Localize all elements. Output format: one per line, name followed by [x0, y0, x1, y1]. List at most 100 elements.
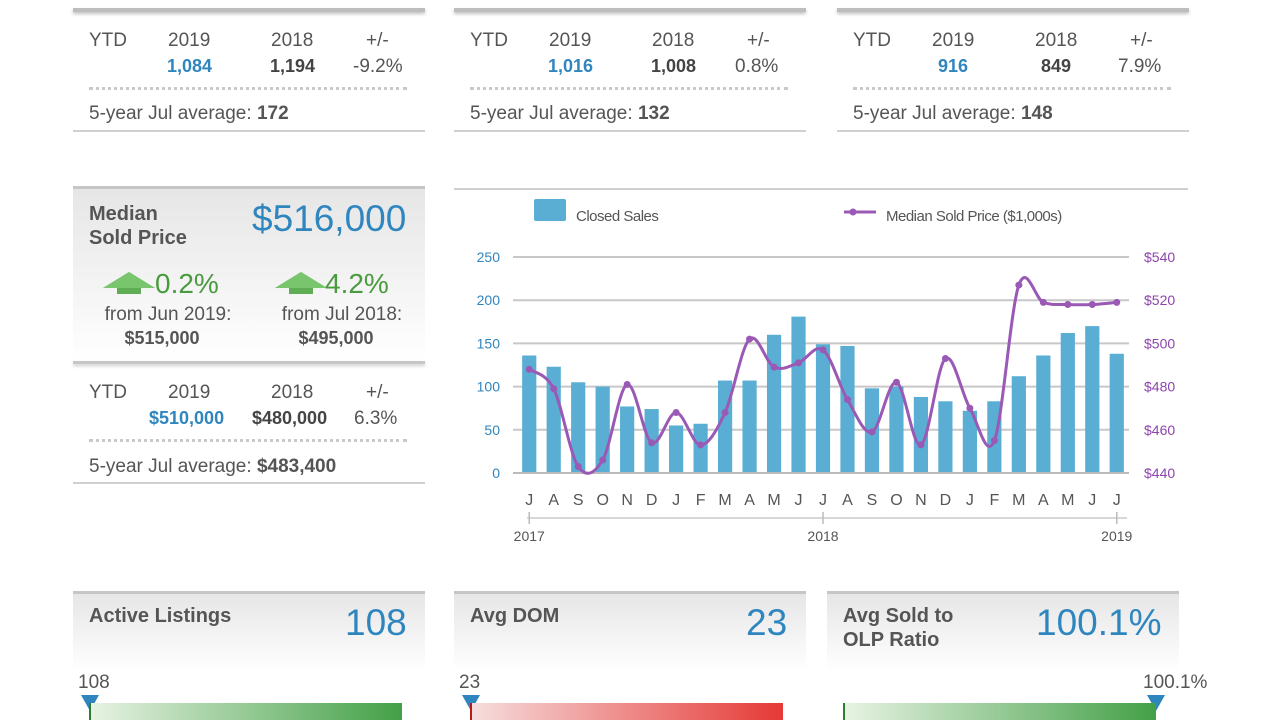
x-tick-label: N	[915, 492, 927, 509]
bar-closed-sales	[1011, 376, 1026, 473]
x-tick-label: N	[621, 492, 633, 509]
year-2019-label: 2019	[549, 30, 592, 51]
year-2018-label: 2018	[271, 30, 314, 51]
avg-dom-title: Avg DOM	[470, 605, 560, 627]
year-label: 2019	[1101, 528, 1132, 544]
bar-closed-sales	[571, 382, 586, 473]
bar-closed-sales	[620, 406, 635, 473]
stat-card-2: YTD 2019 2018 +/- 1,016 1,008 0.8% 5-yea…	[454, 0, 806, 135]
x-tick-label: J	[1088, 492, 1096, 509]
sales-price-chart: 0 50 100 150 200 250 $440 $460 $480 $500 $520 $540 J…	[477, 199, 1175, 544]
x-tick-label: O	[596, 492, 608, 509]
x-tick-label: A	[1038, 492, 1049, 509]
avg-dom-gauge-label: 23	[459, 672, 481, 693]
year-2019-label: 2019	[168, 382, 211, 403]
left-axis-tick: 150	[477, 335, 501, 351]
point-median-price	[1113, 298, 1121, 306]
x-tick-label: M	[767, 492, 780, 509]
change-jul-pct: 4.2%	[325, 268, 389, 299]
point-median-price	[917, 441, 925, 449]
bar-closed-sales	[962, 410, 977, 473]
year-2018-label: 2018	[1035, 30, 1078, 51]
active-listings-value: 108	[345, 602, 407, 643]
x-tick-label: M	[718, 492, 731, 509]
value-2019: 916	[938, 56, 969, 76]
point-median-price	[672, 409, 680, 417]
legend-line-label: Median Sold Price ($1,000s)	[886, 208, 1062, 225]
point-median-price	[795, 359, 803, 367]
x-tick-label: D	[646, 492, 658, 509]
legend-line-marker	[849, 208, 857, 216]
bar-closed-sales	[546, 366, 561, 473]
point-median-price	[843, 396, 851, 404]
right-axis-tick: $440	[1144, 465, 1175, 481]
x-tick-label: A	[744, 492, 755, 509]
from-jun-label: from Jun 2019:	[104, 304, 232, 325]
x-tick-label: D	[940, 492, 952, 509]
median-ytd-2018: $480,000	[252, 408, 328, 428]
point-median-price	[1088, 301, 1096, 309]
active-listings-title: Active Listings	[89, 605, 232, 627]
change-value: -9.2%	[353, 56, 403, 77]
active-listings-panel	[73, 591, 425, 671]
change-label: +/-	[1130, 30, 1153, 51]
arrow-up-icon	[103, 272, 155, 294]
bar-closed-sales	[766, 334, 782, 473]
bar-closed-sales	[1085, 326, 1100, 473]
ytd-label: YTD	[853, 30, 891, 51]
point-median-price	[941, 355, 949, 363]
right-axis-tick: $520	[1144, 292, 1175, 308]
bar-closed-sales	[938, 401, 953, 473]
year-2018-label: 2018	[652, 30, 695, 51]
year-label: 2017	[514, 528, 545, 544]
x-tick-label: A	[842, 492, 853, 509]
x-tick-label: F	[696, 492, 706, 509]
x-tick-label: J	[1113, 492, 1121, 509]
point-median-price	[746, 335, 754, 343]
year-2018-label: 2018	[271, 382, 314, 403]
point-median-price	[550, 385, 558, 393]
right-axis-tick: $500	[1144, 335, 1175, 351]
legend-bars-swatch	[534, 199, 566, 221]
avg-dom-panel	[454, 591, 806, 671]
bar-closed-sales	[889, 386, 904, 473]
point-median-price	[1015, 281, 1023, 289]
x-tick-label: A	[548, 492, 559, 509]
bar-closed-sales	[913, 396, 929, 473]
median-value: $516,000	[252, 198, 407, 239]
x-tick-label: J	[795, 492, 803, 509]
sold-olp-panel	[827, 591, 1179, 671]
change-jun-pct: 0.2%	[155, 268, 219, 299]
left-axis-tick: 0	[492, 465, 500, 481]
left-axis-tick: 100	[477, 379, 501, 395]
ytd-label: YTD	[89, 30, 127, 51]
x-tick-label: J	[819, 492, 827, 509]
change-label: +/-	[747, 30, 770, 51]
median-ytd-2019: $510,000	[149, 408, 225, 428]
point-median-price	[819, 346, 827, 354]
ytd-label: YTD	[470, 30, 508, 51]
from-jul-label: from Jul 2018:	[281, 304, 403, 325]
left-axis-tick: 250	[477, 249, 501, 265]
from-jul-value: $495,000	[298, 328, 374, 348]
avg-row: 5-year Jul average: 148	[853, 103, 1053, 124]
avg-row: 5-year Jul average: 132	[470, 103, 670, 124]
x-tick-label: J	[672, 492, 680, 509]
value-2019: 1,016	[548, 56, 594, 76]
right-axis-tick: $480	[1144, 379, 1175, 395]
avg-row: 5-year Jul average: 172	[89, 103, 289, 124]
sold-olp-gauge	[843, 703, 1156, 720]
point-median-price	[623, 380, 631, 388]
bar-closed-sales	[669, 425, 684, 473]
change-label: +/-	[366, 30, 389, 51]
point-median-price	[868, 428, 876, 436]
point-median-price	[966, 404, 974, 412]
stat-card-3: YTD 2019 2018 +/- 916 849 7.9% 5-year Ju…	[837, 0, 1189, 135]
point-median-price	[770, 363, 778, 371]
x-tick-label: J	[966, 492, 974, 509]
point-median-price	[525, 365, 533, 373]
point-median-price	[892, 378, 900, 386]
x-tick-label: O	[890, 492, 902, 509]
change-value: 7.9%	[1118, 56, 1162, 77]
value-2018: 1,008	[651, 56, 697, 76]
